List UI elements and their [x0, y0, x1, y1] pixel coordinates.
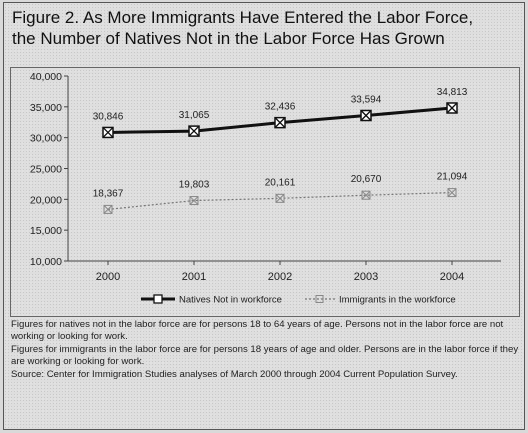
x-tick-label: 2002 [268, 271, 292, 283]
data-point-immigrants [103, 204, 113, 214]
y-tick-label: 25,000 [30, 164, 62, 176]
data-label: 20,161 [265, 177, 296, 188]
data-point-immigrants [361, 190, 371, 200]
line-chart: 10,000 15,000 20,000 25,000 30,000 35,000 40,0… [30, 71, 501, 306]
figure-notes: Figures for natives not in the labor for… [11, 319, 519, 381]
data-label: 21,094 [437, 172, 468, 183]
data-point-immigrants [275, 193, 285, 203]
data-label: 18,367 [93, 188, 124, 199]
x-tick-label: 2003 [354, 271, 378, 283]
figure-title: Figure 2. As More Immigrants Have Entere… [12, 7, 517, 49]
data-label: 31,065 [179, 110, 210, 121]
x-tick-label: 2004 [440, 271, 464, 283]
data-label: 32,436 [265, 102, 296, 113]
data-point-immigrants-cross [275, 193, 285, 203]
data-label: 33,594 [351, 95, 382, 106]
note-natives: Figures for natives not in the labor for… [11, 319, 504, 343]
note-source: Source: Center for Immigration Studies a… [11, 368, 458, 380]
y-tick-label: 15,000 [30, 225, 62, 237]
data-point-immigrants [447, 188, 457, 198]
data-point-natives-cross [188, 125, 200, 137]
chart-area: 10,000 15,000 20,000 25,000 30,000 35,000 40,0… [10, 67, 520, 317]
data-label: 19,803 [179, 180, 210, 191]
data-label: 30,846 [93, 111, 124, 122]
legend-immigrants-label: Immigrants in the workforce [339, 295, 456, 306]
legend-natives-marker [153, 294, 163, 304]
legend-natives-label: Natives Not in workforce [179, 295, 282, 306]
legend-immigrants-marker [315, 295, 324, 303]
data-point-immigrants-cross [447, 188, 457, 197]
data-point-natives-cross [102, 126, 114, 138]
data-point-natives-cross [274, 117, 286, 129]
x-tick-label: 2001 [182, 271, 206, 283]
y-tick-label: 10,000 [30, 256, 62, 268]
data-label: 34,813 [437, 87, 468, 98]
y-tick-label: 40,000 [30, 71, 62, 83]
y-tick-label: 35,000 [30, 102, 62, 114]
figure-title-line-1: Figure 2. As More Immigrants Have Entere… [12, 8, 474, 27]
data-point-natives-cross [446, 102, 458, 114]
note-immigrants: Figures for immigrants in the labor forc… [11, 343, 519, 368]
data-point-natives-cross [360, 110, 372, 121]
data-point-immigrants-cross [189, 196, 199, 205]
data-point-immigrants-cross [361, 190, 371, 200]
x-tick-label: 2000 [96, 271, 120, 283]
figure-panel: Figure 2. As More Immigrants Have Entere… [3, 2, 525, 430]
data-label: 20,670 [351, 174, 382, 185]
series-line-2 [107, 191, 453, 211]
y-tick-label: 20,000 [30, 194, 62, 206]
data-point-immigrants-cross [103, 205, 113, 214]
figure-title-line-2: the Number of Natives Not in the Labor F… [12, 29, 445, 48]
data-point-immigrants [189, 196, 199, 206]
y-tick-label: 30,000 [30, 133, 62, 145]
